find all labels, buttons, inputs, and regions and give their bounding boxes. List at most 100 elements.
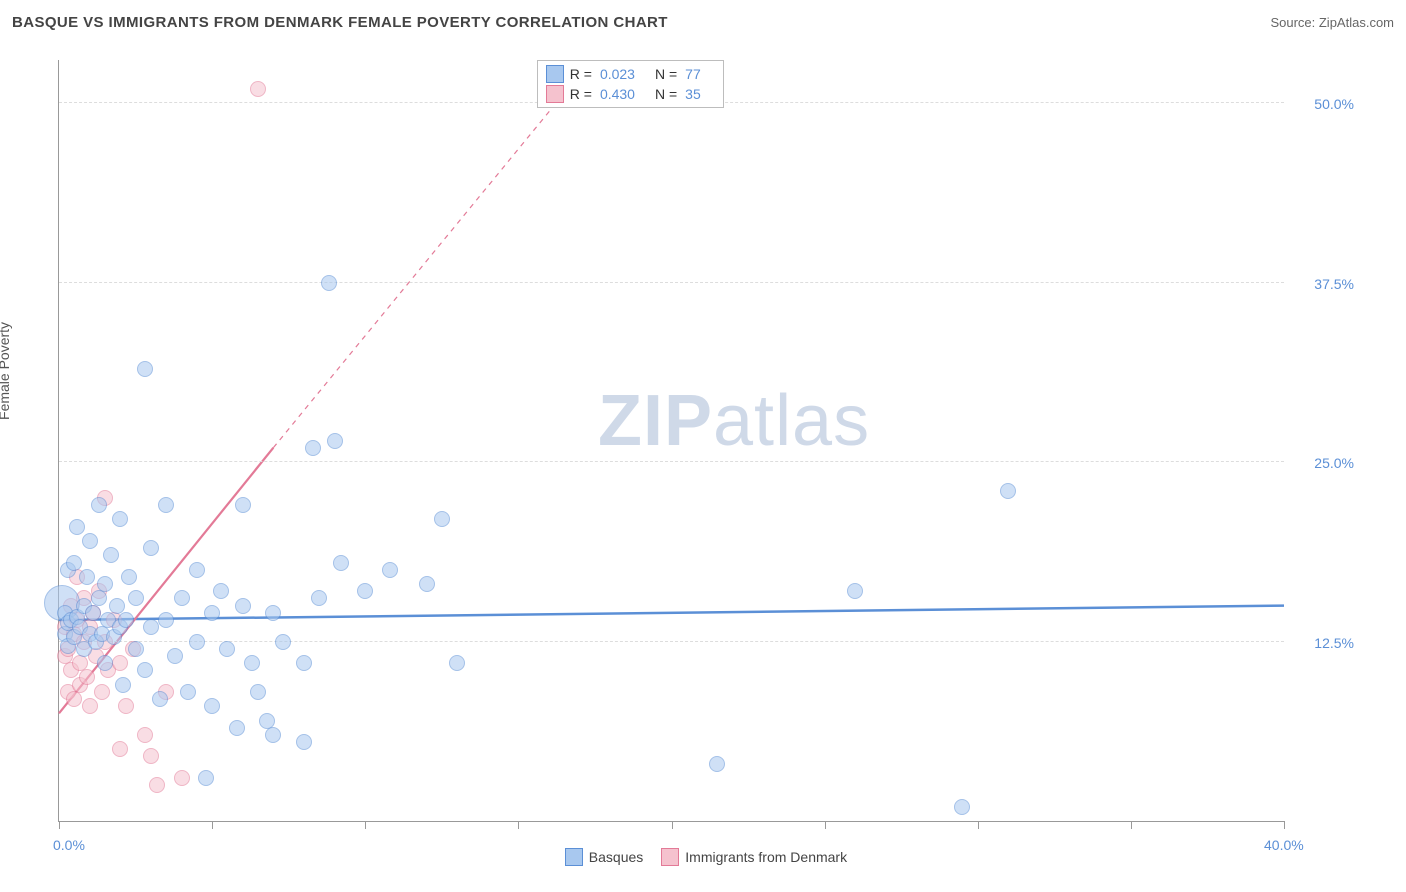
data-point-blue xyxy=(219,641,235,657)
data-point-blue xyxy=(327,433,343,449)
data-point-pink xyxy=(94,684,110,700)
x-tick-label: 0.0% xyxy=(53,837,85,853)
data-point-blue xyxy=(357,583,373,599)
legend-n-value: 35 xyxy=(685,86,701,102)
data-point-blue xyxy=(137,662,153,678)
data-point-blue xyxy=(382,562,398,578)
data-point-blue xyxy=(158,497,174,513)
legend-r-label: R = xyxy=(570,66,592,82)
y-tick-label: 12.5% xyxy=(1314,635,1354,651)
watermark: ZIPatlas xyxy=(598,380,870,462)
data-point-pink xyxy=(79,669,95,685)
data-point-blue xyxy=(85,605,101,621)
legend-label: Immigrants from Denmark xyxy=(685,849,847,865)
x-tick-label: 40.0% xyxy=(1264,837,1304,853)
data-point-blue xyxy=(91,497,107,513)
plot-region: ZIPatlas R =0.023N =77R =0.430N =35 12.5… xyxy=(58,60,1284,822)
data-point-blue xyxy=(265,727,281,743)
chart-source: Source: ZipAtlas.com xyxy=(1270,15,1394,30)
data-point-blue xyxy=(97,576,113,592)
legend-swatch-pink xyxy=(546,85,564,103)
data-point-blue xyxy=(143,540,159,556)
data-point-blue xyxy=(128,590,144,606)
y-axis-label: Female Poverty xyxy=(0,322,12,420)
y-tick-label: 37.5% xyxy=(1314,276,1354,292)
data-point-blue xyxy=(82,533,98,549)
data-point-blue xyxy=(954,799,970,815)
legend-r-value: 0.023 xyxy=(600,66,635,82)
y-tick-label: 25.0% xyxy=(1314,455,1354,471)
data-point-blue xyxy=(1000,483,1016,499)
x-tick xyxy=(59,821,60,829)
legend-swatch-blue xyxy=(546,65,564,83)
legend-n-label: N = xyxy=(655,66,677,82)
legend-r-value: 0.430 xyxy=(600,86,635,102)
data-point-blue xyxy=(91,590,107,606)
data-point-blue xyxy=(109,598,125,614)
data-point-blue xyxy=(847,583,863,599)
regression-layer xyxy=(59,60,1284,821)
data-point-pink xyxy=(149,777,165,793)
data-point-blue xyxy=(265,605,281,621)
data-point-blue xyxy=(189,562,205,578)
regression-line-pink-ext xyxy=(273,74,579,447)
y-tick-label: 50.0% xyxy=(1314,96,1354,112)
legend-n-label: N = xyxy=(655,86,677,102)
data-point-blue xyxy=(204,605,220,621)
data-point-blue xyxy=(296,655,312,671)
data-point-blue xyxy=(204,698,220,714)
data-point-blue xyxy=(321,275,337,291)
data-point-blue xyxy=(296,734,312,750)
data-point-blue xyxy=(118,612,134,628)
data-point-blue xyxy=(152,691,168,707)
gridline xyxy=(59,641,1284,642)
legend-item-blue: Basques xyxy=(565,848,643,866)
data-point-pink xyxy=(118,698,134,714)
data-point-pink xyxy=(112,655,128,671)
correlation-legend: R = 0.023 N = 77 R = 0.430 N = 35 xyxy=(537,60,724,108)
data-point-blue xyxy=(419,576,435,592)
data-point-blue xyxy=(198,770,214,786)
data-point-blue xyxy=(158,612,174,628)
legend-swatch-pink xyxy=(661,848,679,866)
data-point-blue xyxy=(115,677,131,693)
x-tick xyxy=(978,821,979,829)
watermark-zip: ZIP xyxy=(598,381,713,461)
data-point-blue xyxy=(97,655,113,671)
data-point-blue xyxy=(333,555,349,571)
data-point-blue xyxy=(79,569,95,585)
x-tick xyxy=(518,821,519,829)
data-point-blue xyxy=(434,511,450,527)
x-tick xyxy=(1131,821,1132,829)
data-point-blue xyxy=(449,655,465,671)
data-point-blue xyxy=(235,497,251,513)
data-point-pink xyxy=(250,81,266,97)
data-point-blue xyxy=(709,756,725,772)
data-point-blue xyxy=(112,511,128,527)
data-point-blue xyxy=(69,519,85,535)
data-point-blue xyxy=(174,590,190,606)
data-point-blue xyxy=(66,555,82,571)
data-point-blue xyxy=(137,361,153,377)
data-point-blue xyxy=(121,569,137,585)
legend-n-value: 77 xyxy=(685,66,701,82)
chart-title: BASQUE VS IMMIGRANTS FROM DENMARK FEMALE… xyxy=(12,14,668,31)
data-point-pink xyxy=(174,770,190,786)
watermark-atlas: atlas xyxy=(713,381,870,461)
data-point-blue xyxy=(128,641,144,657)
data-point-blue xyxy=(180,684,196,700)
legend-swatch-blue xyxy=(565,848,583,866)
x-tick xyxy=(672,821,673,829)
chart-header: BASQUE VS IMMIGRANTS FROM DENMARK FEMALE… xyxy=(12,14,1394,31)
data-point-blue xyxy=(143,619,159,635)
data-point-pink xyxy=(82,698,98,714)
data-point-blue xyxy=(167,648,183,664)
data-point-blue xyxy=(275,634,291,650)
data-point-blue xyxy=(189,634,205,650)
data-point-blue xyxy=(213,583,229,599)
legend-label: Basques xyxy=(589,849,643,865)
data-point-pink xyxy=(66,691,82,707)
gridline xyxy=(59,461,1284,462)
legend-r-label: R = xyxy=(570,86,592,102)
data-point-pink xyxy=(137,727,153,743)
